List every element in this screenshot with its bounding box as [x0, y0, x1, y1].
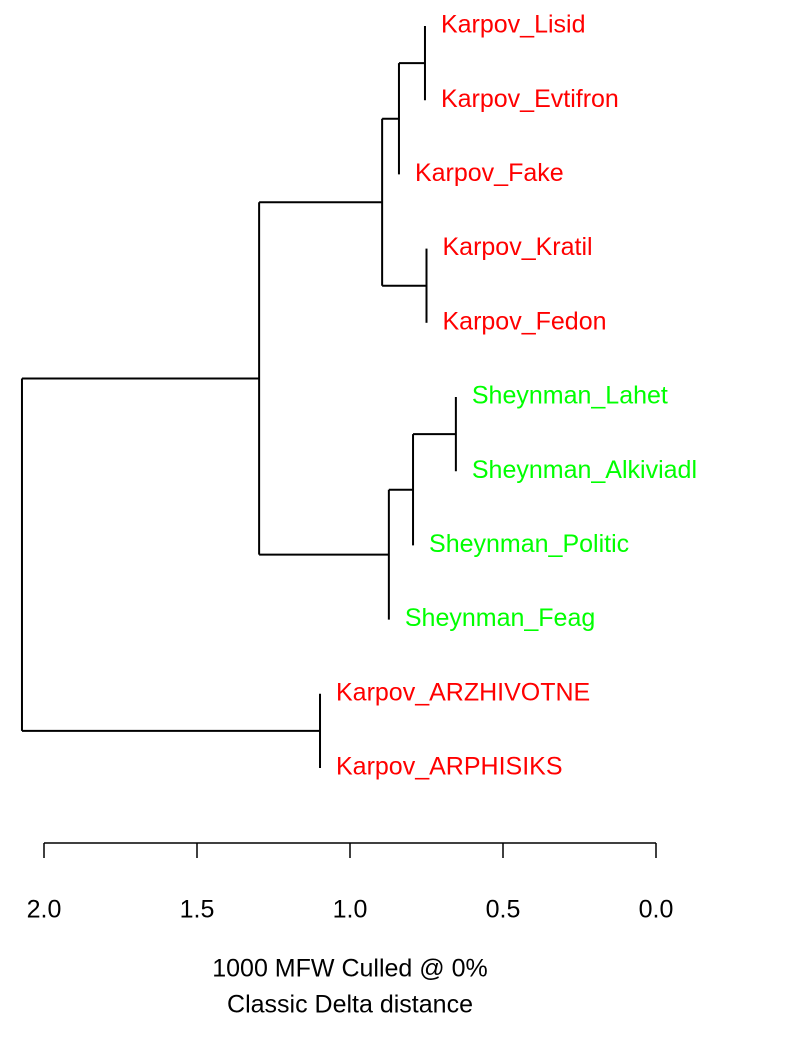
leaf-label: Sheynman_Politic	[429, 530, 629, 558]
leaf-label: Sheynman_Lahet	[472, 382, 668, 410]
x-tick-label: 1.5	[180, 896, 215, 924]
x-axis-label: Classic Delta distance	[227, 991, 473, 1019]
leaf-label: Karpov_Fake	[415, 159, 564, 187]
x-tick-label: 2.0	[27, 896, 62, 924]
leaf-label: Sheynman_Feag	[405, 604, 595, 632]
x-tick-label: 1.0	[333, 896, 368, 924]
x-tick-label: 0.0	[639, 896, 674, 924]
leaf-label: Karpov_ARPHISIKS	[336, 753, 562, 781]
leaf-label: Karpov_Evtifron	[441, 85, 619, 113]
leaf-label: Karpov_ARZHIVOTNE	[336, 678, 590, 706]
x-axis-label: 1000 MFW Culled @ 0%	[212, 955, 487, 983]
leaf-label: Karpov_Lisid	[441, 11, 586, 39]
leaf-label: Karpov_Fedon	[443, 307, 607, 335]
leaf-label: Karpov_Kratil	[443, 233, 593, 261]
leaf-label: Sheynman_Alkiviadl	[472, 456, 697, 484]
x-tick-label: 0.5	[486, 896, 521, 924]
